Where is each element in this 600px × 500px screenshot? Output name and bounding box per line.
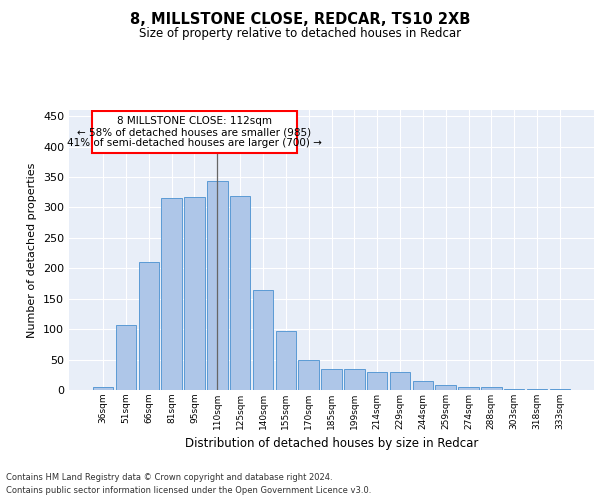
- Bar: [436, 385, 456, 390]
- Bar: [116, 326, 136, 390]
- Text: Contains public sector information licensed under the Open Government Licence v3: Contains public sector information licen…: [6, 486, 371, 495]
- Text: Size of property relative to detached houses in Redcar: Size of property relative to detached ho…: [139, 28, 461, 40]
- Bar: [139, 262, 159, 390]
- Bar: [390, 372, 410, 390]
- Bar: [504, 389, 524, 390]
- Bar: [413, 381, 433, 390]
- Bar: [367, 372, 388, 390]
- Bar: [184, 197, 205, 390]
- Bar: [92, 111, 297, 152]
- Bar: [230, 196, 250, 390]
- Text: ← 58% of detached houses are smaller (985): ← 58% of detached houses are smaller (98…: [77, 127, 311, 137]
- Bar: [321, 368, 342, 390]
- Bar: [275, 331, 296, 390]
- Bar: [344, 368, 365, 390]
- Text: 8, MILLSTONE CLOSE, REDCAR, TS10 2XB: 8, MILLSTONE CLOSE, REDCAR, TS10 2XB: [130, 12, 470, 28]
- Bar: [481, 387, 502, 390]
- Bar: [253, 290, 273, 390]
- X-axis label: Distribution of detached houses by size in Redcar: Distribution of detached houses by size …: [185, 438, 478, 450]
- Text: 41% of semi-detached houses are larger (700) →: 41% of semi-detached houses are larger (…: [67, 138, 322, 148]
- Bar: [207, 181, 227, 390]
- Bar: [458, 387, 479, 390]
- Bar: [298, 360, 319, 390]
- Text: Contains HM Land Registry data © Crown copyright and database right 2024.: Contains HM Land Registry data © Crown c…: [6, 474, 332, 482]
- Bar: [161, 198, 182, 390]
- Bar: [93, 387, 113, 390]
- Text: 8 MILLSTONE CLOSE: 112sqm: 8 MILLSTONE CLOSE: 112sqm: [117, 116, 272, 126]
- Y-axis label: Number of detached properties: Number of detached properties: [28, 162, 37, 338]
